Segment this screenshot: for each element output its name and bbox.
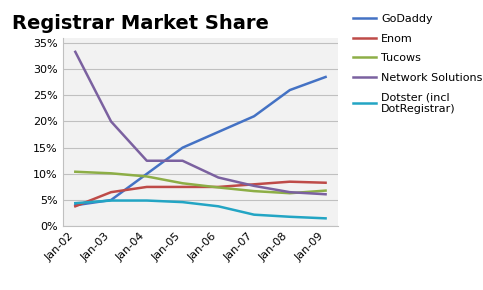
Network Solutions [144, 159, 150, 162]
Line: Enom: Enom [75, 182, 326, 206]
Tucows [144, 175, 150, 178]
Network Solutions [108, 120, 114, 123]
Enom [287, 180, 293, 184]
Dotster (incl
DotRegistrar) [144, 199, 150, 202]
Tucows [323, 189, 328, 192]
GoDaddy [144, 172, 150, 175]
Line: Dotster (incl
DotRegistrar): Dotster (incl DotRegistrar) [75, 201, 326, 218]
Tucows [251, 189, 257, 193]
Network Solutions [215, 176, 221, 179]
GoDaddy [215, 130, 221, 134]
Enom [72, 204, 78, 208]
Network Solutions [287, 191, 293, 194]
Dotster (incl
DotRegistrar) [323, 217, 328, 220]
Network Solutions [180, 159, 185, 162]
Network Solutions [72, 50, 78, 54]
Line: GoDaddy: GoDaddy [75, 77, 326, 205]
Tucows [215, 186, 221, 189]
Enom [180, 185, 185, 189]
Dotster (incl
DotRegistrar) [215, 204, 221, 208]
GoDaddy [251, 115, 257, 118]
Enom [144, 185, 150, 189]
Text: Registrar Market Share: Registrar Market Share [13, 14, 270, 33]
GoDaddy [323, 75, 328, 79]
Enom [108, 191, 114, 194]
Network Solutions [323, 193, 328, 196]
Enom [251, 183, 257, 186]
Tucows [287, 191, 293, 195]
GoDaddy [180, 146, 185, 149]
GoDaddy [287, 88, 293, 92]
Line: Tucows: Tucows [75, 172, 326, 193]
Dotster (incl
DotRegistrar) [180, 200, 185, 204]
Dotster (incl
DotRegistrar) [287, 215, 293, 219]
Dotster (incl
DotRegistrar) [72, 202, 78, 205]
Network Solutions [251, 184, 257, 188]
Line: Network Solutions: Network Solutions [75, 52, 326, 194]
Tucows [180, 182, 185, 185]
Dotster (incl
DotRegistrar) [251, 213, 257, 216]
Legend: GoDaddy, Enom, Tucows, Network Solutions, Dotster (incl
DotRegistrar): GoDaddy, Enom, Tucows, Network Solutions… [354, 14, 483, 114]
Tucows [108, 172, 114, 175]
Tucows [72, 170, 78, 173]
GoDaddy [108, 198, 114, 202]
GoDaddy [72, 204, 78, 207]
Dotster (incl
DotRegistrar) [108, 199, 114, 202]
Enom [215, 185, 221, 189]
Enom [323, 181, 328, 184]
